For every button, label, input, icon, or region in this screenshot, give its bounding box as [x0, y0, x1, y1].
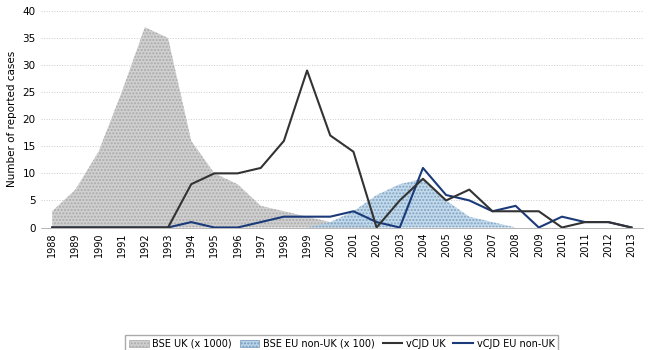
Legend: BSE UK (x 1000), BSE EU non-UK (x 100), vCJD UK, vCJD EU non-UK: BSE UK (x 1000), BSE EU non-UK (x 100), … [125, 335, 558, 350]
Y-axis label: Number of reported cases: Number of reported cases [7, 51, 17, 187]
